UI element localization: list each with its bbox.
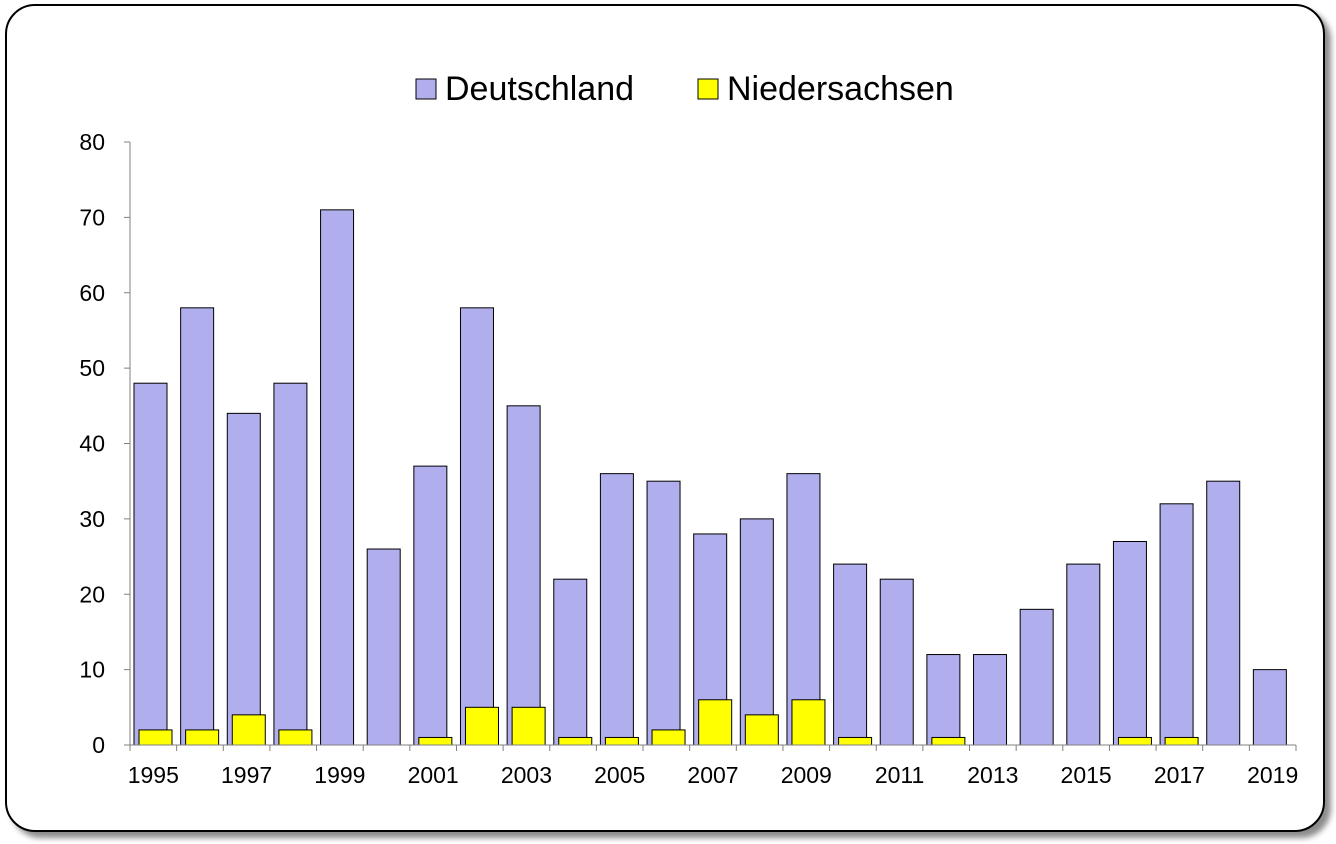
- bar-deutschland-1997: [226, 412, 261, 746]
- bar-niedersachsen-2006: [651, 729, 686, 746]
- x-tick-label: 2003: [501, 762, 552, 788]
- bar-deutschland-2019: [1252, 669, 1287, 746]
- x-tick-label: 2015: [1061, 762, 1112, 788]
- y-tick-label: 70: [79, 204, 105, 230]
- bar-niedersachsen-1997: [231, 714, 266, 746]
- y-tick-label: 60: [79, 280, 105, 306]
- bar-deutschland-2011: [879, 578, 914, 746]
- bar-niedersachsen-2017: [1164, 736, 1199, 746]
- bar-deutschland-2015: [1066, 563, 1101, 746]
- axes: 0 10 20 30 40 50 60 70 80 1995 1997 1999 2001 2003 200…: [79, 129, 1298, 788]
- x-tick-label: 2005: [594, 762, 645, 788]
- bar-deutschland-2013: [973, 654, 1008, 746]
- x-tick-label: 2007: [687, 762, 738, 788]
- x-tick-label: 2013: [967, 762, 1018, 788]
- legend: Deutschland Niedersachsen: [415, 70, 954, 108]
- bar-deutschland-2010: [833, 563, 868, 746]
- bar-niedersachsen-1996: [185, 729, 220, 746]
- y-tick-label: 50: [79, 355, 105, 381]
- legend-label-niedersachsen: Niedersachsen: [727, 70, 954, 108]
- y-tick-label: 20: [79, 581, 105, 607]
- bar-deutschland-1998: [273, 382, 308, 746]
- y-tick-label: 40: [79, 431, 105, 457]
- bar-deutschland-2003: [506, 405, 541, 746]
- legend-swatch-niedersachsen: [697, 78, 719, 100]
- bar-deutschland-2001: [413, 465, 448, 746]
- bar-niedersachsen-2009: [791, 699, 826, 746]
- bars: [133, 209, 1287, 746]
- legend-label-deutschland: Deutschland: [445, 70, 634, 108]
- x-tick-label: 2001: [408, 762, 459, 788]
- bar-deutschland-1995: [133, 382, 168, 746]
- y-tick-label: 10: [79, 657, 105, 683]
- x-tick-label: 2017: [1154, 762, 1205, 788]
- bar-deutschland-1999: [320, 209, 355, 746]
- bar-deutschland-2016: [1112, 540, 1147, 746]
- bar-deutschland-2014: [1019, 608, 1054, 746]
- bar-niedersachsen-2001: [418, 736, 453, 746]
- bar-niedersachsen-2008: [744, 714, 779, 746]
- x-tick-label: 2011: [875, 762, 924, 788]
- bar-deutschland-2004: [553, 578, 588, 746]
- bar-niedersachsen-2012: [931, 736, 966, 746]
- bar-deutschland-1996: [180, 307, 215, 746]
- bar-deutschland-2012: [926, 654, 961, 746]
- bar-niedersachsen-2003: [511, 706, 546, 746]
- x-tick-label: 1997: [221, 762, 272, 788]
- bar-deutschland-2002: [459, 307, 494, 746]
- bar-deutschland-2008: [739, 518, 774, 746]
- bar-deutschland-2000: [366, 548, 401, 746]
- bar-niedersachsen-2007: [698, 699, 733, 746]
- bar-niedersachsen-2005: [604, 736, 639, 746]
- x-tick-label: 1999: [314, 762, 365, 788]
- x-tick-label: 2019: [1247, 762, 1298, 788]
- bar-deutschland-2018: [1206, 480, 1241, 746]
- bar-niedersachsen-1998: [278, 729, 313, 746]
- y-tick-label: 0: [92, 732, 105, 758]
- bar-niedersachsen-2010: [838, 736, 873, 746]
- bar-deutschland-2017: [1159, 503, 1194, 746]
- legend-swatch-deutschland: [415, 78, 437, 100]
- bar-niedersachsen-2002: [464, 706, 499, 746]
- bar-deutschland-2006: [646, 480, 681, 746]
- bar-niedersachsen-2004: [558, 736, 593, 746]
- x-tick-label: 1995: [128, 762, 179, 788]
- bar-deutschland-2005: [599, 473, 634, 746]
- bar-niedersachsen-1995: [138, 729, 173, 746]
- y-tick-label: 80: [79, 129, 105, 155]
- y-tick-label: 30: [79, 506, 105, 532]
- x-tick-label: 2009: [781, 762, 832, 788]
- bar-niedersachsen-2016: [1117, 736, 1152, 746]
